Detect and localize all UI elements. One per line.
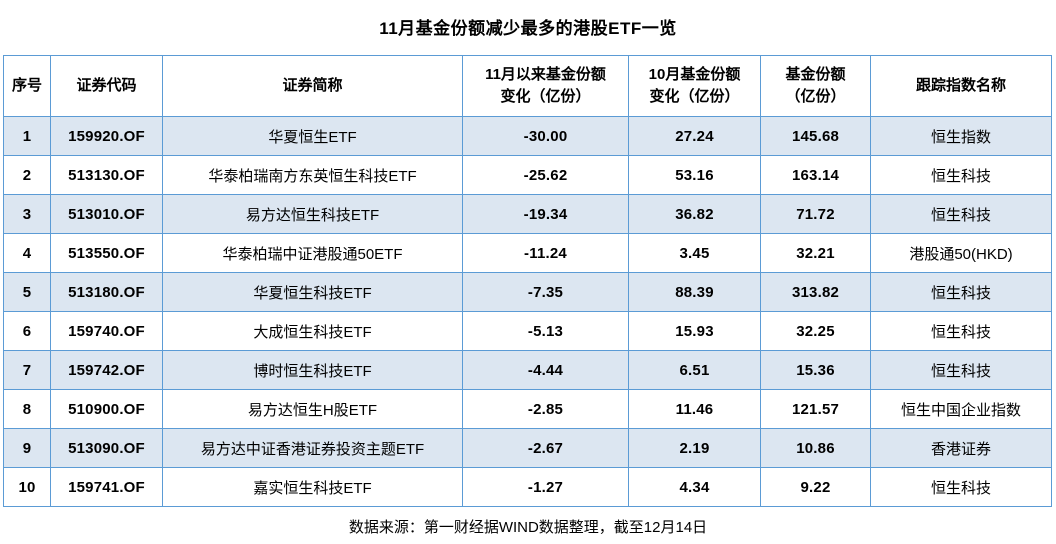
header-tracked-index: 跟踪指数名称 bbox=[870, 55, 1052, 117]
cell-tracked-index: 恒生科技 bbox=[870, 467, 1052, 507]
table-row: 1 159920.OF 华夏恒生ETF -30.00 27.24 145.68 恒生指数 bbox=[3, 116, 1052, 156]
cell-oct-share-change: 3.45 bbox=[628, 233, 761, 273]
cell-nov-share-change: -4.44 bbox=[462, 350, 629, 390]
cell-security-name: 大成恒生科技ETF bbox=[162, 311, 463, 351]
table-row: 3 513010.OF 易方达恒生科技ETF -19.34 36.82 71.72 恒生科技 bbox=[3, 194, 1052, 234]
header-oct-share-change: 10月基金份额 变化（亿份） bbox=[628, 55, 761, 117]
cell-rank: 5 bbox=[3, 272, 51, 312]
cell-rank: 3 bbox=[3, 194, 51, 234]
cell-tracked-index: 恒生科技 bbox=[870, 155, 1052, 195]
cell-security-code: 513010.OF bbox=[50, 194, 163, 234]
table-header-row: 序号 证券代码 证券简称 11月以来基金份额 变化（亿份） 10月基金份额 变化… bbox=[3, 55, 1052, 117]
cell-security-name: 易方达恒生科技ETF bbox=[162, 194, 463, 234]
cell-oct-share-change: 27.24 bbox=[628, 116, 761, 156]
cell-oct-share-change: 2.19 bbox=[628, 428, 761, 468]
cell-security-code: 513090.OF bbox=[50, 428, 163, 468]
cell-rank: 9 bbox=[3, 428, 51, 468]
cell-nov-share-change: -30.00 bbox=[462, 116, 629, 156]
cell-tracked-index: 恒生科技 bbox=[870, 272, 1052, 312]
table-row: 2 513130.OF 华泰柏瑞南方东英恒生科技ETF -25.62 53.16 163.… bbox=[3, 155, 1052, 195]
cell-security-code: 513550.OF bbox=[50, 233, 163, 273]
cell-nov-share-change: -2.85 bbox=[462, 389, 629, 429]
header-security-code: 证券代码 bbox=[50, 55, 163, 117]
cell-rank: 1 bbox=[3, 116, 51, 156]
cell-tracked-index: 恒生科技 bbox=[870, 194, 1052, 234]
data-source-note: 数据来源：第一财经据WIND数据整理，截至12月14日 bbox=[348, 519, 708, 536]
cell-rank: 2 bbox=[3, 155, 51, 195]
cell-security-code: 159920.OF bbox=[50, 116, 163, 156]
cell-nov-share-change: -1.27 bbox=[462, 467, 629, 507]
cell-fund-shares: 145.68 bbox=[760, 116, 871, 156]
header-nov-share-change: 11月以来基金份额 变化（亿份） bbox=[462, 55, 629, 117]
cell-tracked-index: 香港证券 bbox=[870, 428, 1052, 468]
cell-tracked-index: 恒生指数 bbox=[870, 116, 1052, 156]
cell-oct-share-change: 36.82 bbox=[628, 194, 761, 234]
cell-fund-shares: 163.14 bbox=[760, 155, 871, 195]
cell-security-name: 华泰柏瑞中证港股通50ETF bbox=[162, 233, 463, 273]
cell-oct-share-change: 6.51 bbox=[628, 350, 761, 390]
cell-rank: 6 bbox=[3, 311, 51, 351]
table-row: 10 159741.OF 嘉实恒生科技ETF -1.27 4.34 9.22 恒生科技 bbox=[3, 467, 1052, 507]
cell-oct-share-change: 11.46 bbox=[628, 389, 761, 429]
cell-nov-share-change: -7.35 bbox=[462, 272, 629, 312]
table-row: 4 513550.OF 华泰柏瑞中证港股通50ETF -11.24 3.45 32.21 港… bbox=[3, 233, 1052, 273]
cell-fund-shares: 121.57 bbox=[760, 389, 871, 429]
cell-oct-share-change: 15.93 bbox=[628, 311, 761, 351]
etf-fund-share-table: 序号 证券代码 证券简称 11月以来基金份额 变化（亿份） 10月基金份额 变化… bbox=[3, 55, 1052, 507]
table-row: 6 159740.OF 大成恒生科技ETF -5.13 15.93 32.25 恒生科技 bbox=[3, 311, 1052, 351]
page-title: 11月基金份额减少最多的港股ETF一览 bbox=[379, 19, 677, 38]
cell-security-name: 嘉实恒生科技ETF bbox=[162, 467, 463, 507]
cell-rank: 4 bbox=[3, 233, 51, 273]
cell-fund-shares: 313.82 bbox=[760, 272, 871, 312]
cell-nov-share-change: -19.34 bbox=[462, 194, 629, 234]
cell-security-name: 易方达恒生H股ETF bbox=[162, 389, 463, 429]
cell-security-code: 513180.OF bbox=[50, 272, 163, 312]
cell-security-code: 513130.OF bbox=[50, 155, 163, 195]
cell-fund-shares: 32.21 bbox=[760, 233, 871, 273]
cell-tracked-index: 恒生科技 bbox=[870, 311, 1052, 351]
cell-fund-shares: 15.36 bbox=[760, 350, 871, 390]
cell-fund-shares: 32.25 bbox=[760, 311, 871, 351]
cell-nov-share-change: -11.24 bbox=[462, 233, 629, 273]
cell-security-code: 510900.OF bbox=[50, 389, 163, 429]
cell-oct-share-change: 53.16 bbox=[628, 155, 761, 195]
cell-fund-shares: 9.22 bbox=[760, 467, 871, 507]
cell-security-name: 华夏恒生科技ETF bbox=[162, 272, 463, 312]
header-security-name: 证券简称 bbox=[162, 55, 463, 117]
cell-nov-share-change: -5.13 bbox=[462, 311, 629, 351]
cell-security-name: 博时恒生科技ETF bbox=[162, 350, 463, 390]
header-fund-shares: 基金份额 （亿份） bbox=[760, 55, 871, 117]
cell-security-code: 159742.OF bbox=[50, 350, 163, 390]
cell-oct-share-change: 88.39 bbox=[628, 272, 761, 312]
table-row: 8 510900.OF 易方达恒生H股ETF -2.85 11.46 121.57 恒生中国… bbox=[3, 389, 1052, 429]
cell-security-name: 华夏恒生ETF bbox=[162, 116, 463, 156]
cell-security-code: 159741.OF bbox=[50, 467, 163, 507]
cell-security-code: 159740.OF bbox=[50, 311, 163, 351]
cell-nov-share-change: -2.67 bbox=[462, 428, 629, 468]
table-row: 7 159742.OF 博时恒生科技ETF -4.44 6.51 15.36 恒生科技 bbox=[3, 350, 1052, 390]
cell-tracked-index: 恒生科技 bbox=[870, 350, 1052, 390]
cell-oct-share-change: 4.34 bbox=[628, 467, 761, 507]
cell-tracked-index: 港股通50(HKD) bbox=[870, 233, 1052, 273]
table-row: 9 513090.OF 易方达中证香港证券投资主题ETF -2.67 2.19 10.86… bbox=[3, 428, 1052, 468]
cell-nov-share-change: -25.62 bbox=[462, 155, 629, 195]
cell-security-name: 华泰柏瑞南方东英恒生科技ETF bbox=[162, 155, 463, 195]
cell-fund-shares: 10.86 bbox=[760, 428, 871, 468]
header-rank: 序号 bbox=[3, 55, 51, 117]
cell-rank: 7 bbox=[3, 350, 51, 390]
cell-rank: 10 bbox=[3, 467, 51, 507]
cell-fund-shares: 71.72 bbox=[760, 194, 871, 234]
cell-security-name: 易方达中证香港证券投资主题ETF bbox=[162, 428, 463, 468]
table-body: 1 159920.OF 华夏恒生ETF -30.00 27.24 145.68 恒生指数 2 5… bbox=[3, 116, 1052, 507]
table-row: 5 513180.OF 华夏恒生科技ETF -7.35 88.39 313.82 恒生科技 bbox=[3, 272, 1052, 312]
cell-tracked-index: 恒生中国企业指数 bbox=[870, 389, 1052, 429]
cell-rank: 8 bbox=[3, 389, 51, 429]
